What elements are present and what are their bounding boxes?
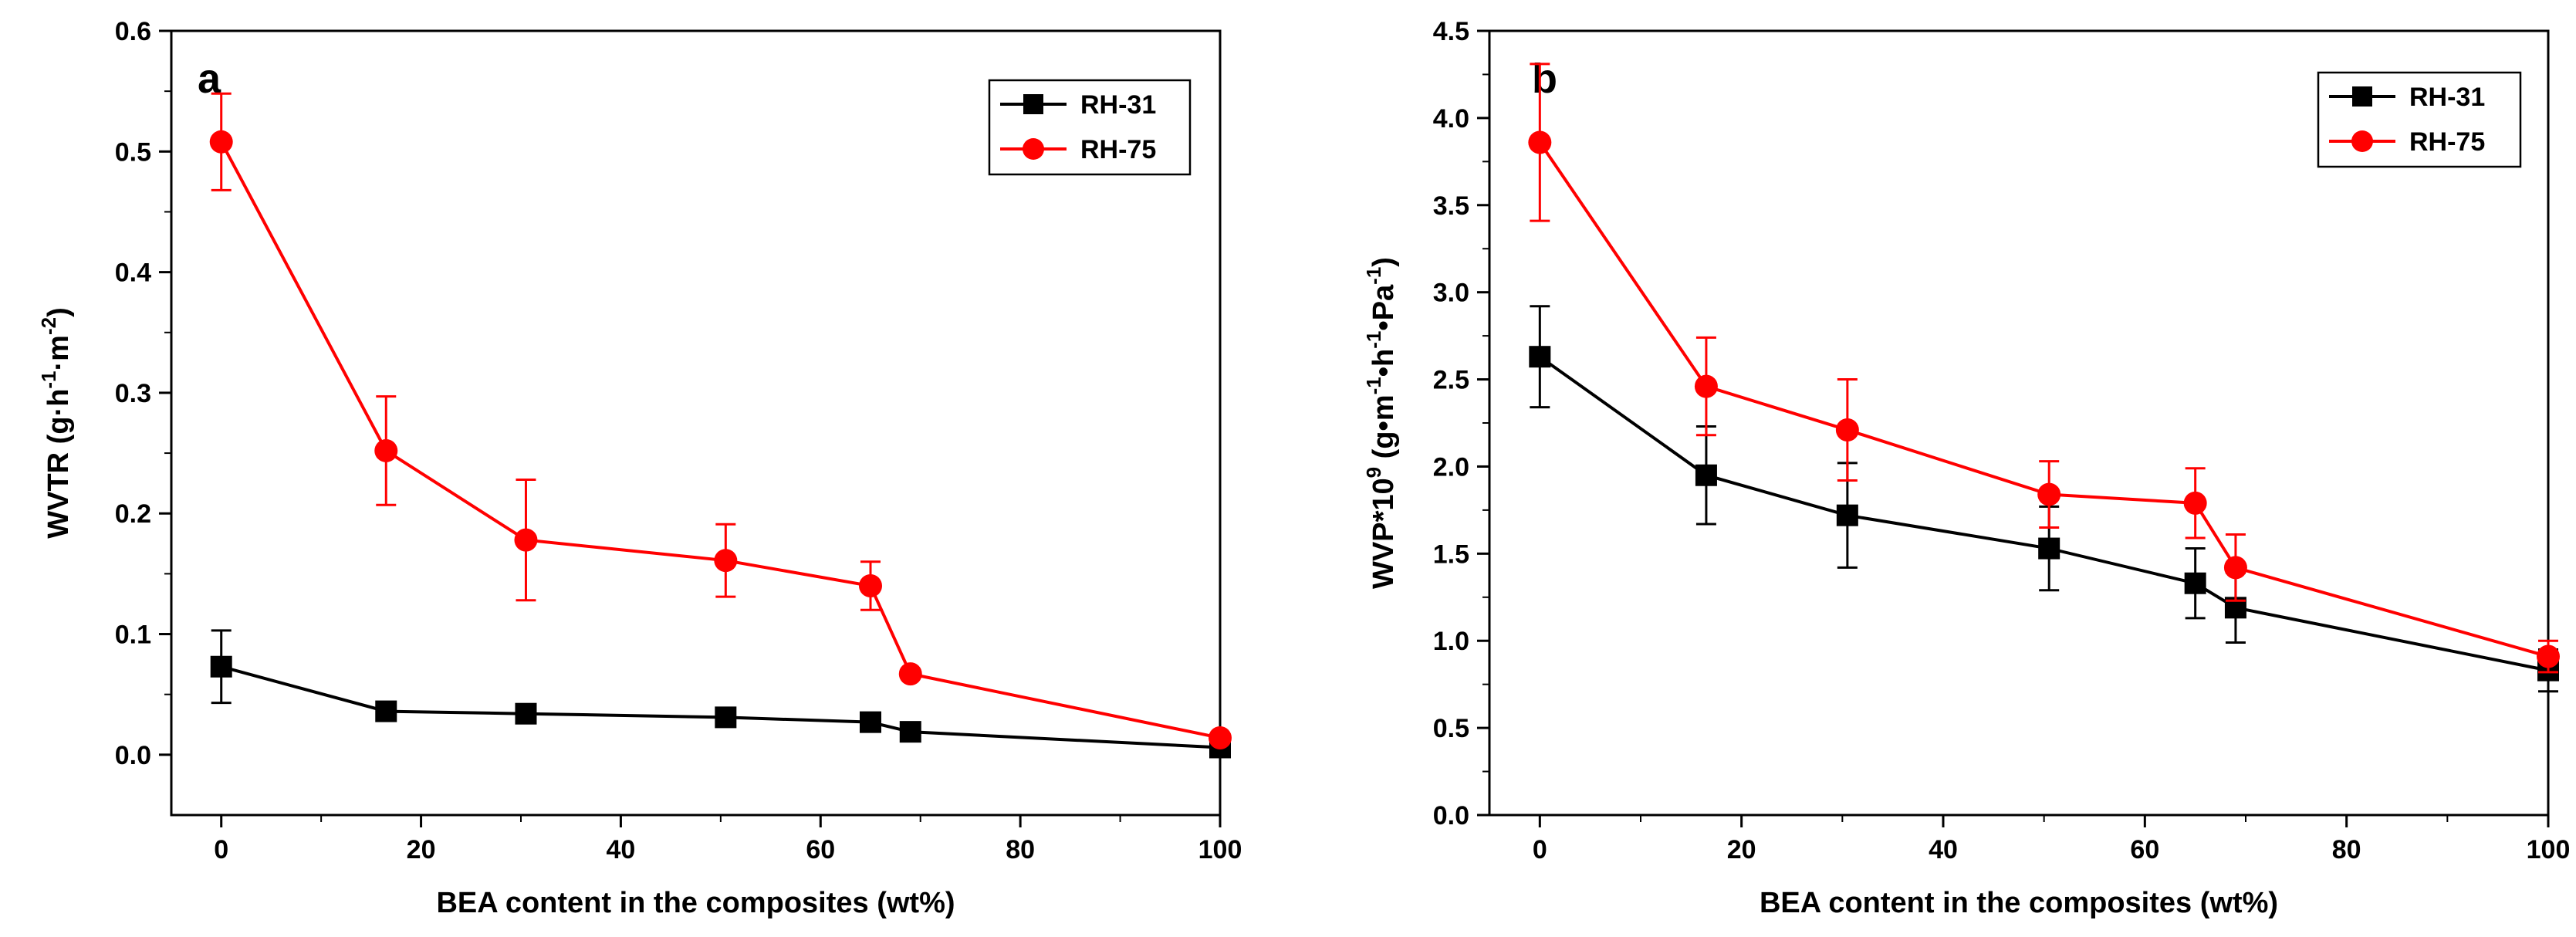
- data-point: [898, 662, 922, 686]
- data-point: [2037, 482, 2061, 506]
- data-point: [375, 700, 397, 722]
- y-tick-label: 2.0: [1433, 452, 1469, 482]
- y-axis-title-part: •h: [1367, 349, 1400, 377]
- series-line: [1538, 141, 2549, 658]
- x-axis-title: BEA content in the composites (wt%): [1760, 887, 2278, 919]
- data-point: [1695, 464, 1717, 486]
- data-point: [860, 711, 881, 733]
- x-tick-label: 60: [2130, 835, 2159, 864]
- y-axis-title-part: ): [42, 307, 75, 317]
- legend-marker: [2352, 86, 2372, 107]
- data-point: [1836, 504, 1858, 526]
- y-axis-title-superscript: -2: [37, 317, 60, 335]
- x-tick-label: 20: [407, 835, 436, 864]
- y-tick-label: 0.0: [1433, 801, 1469, 830]
- data-point: [899, 721, 921, 743]
- x-tick-label: 40: [607, 835, 636, 864]
- y-axis-title-superscript: -1: [1362, 377, 1385, 394]
- x-tick-label: 20: [1727, 835, 1756, 864]
- legend-box: [988, 79, 1192, 176]
- legend-box: [2317, 71, 2522, 168]
- y-axis-title: WVP*109 (g•m-1•h-1•Pa-1): [1362, 257, 1400, 589]
- legend-label: RH-75: [2409, 127, 2485, 157]
- y-axis-title-superscript: -1: [37, 370, 60, 388]
- legend: RH-31 RH-75: [988, 79, 1192, 176]
- series-line: [219, 140, 1221, 739]
- panel-letter: a: [198, 56, 221, 102]
- y-tick-label: 2.5: [1433, 366, 1469, 395]
- legend: RH-31 RH-75: [2317, 71, 2522, 168]
- data-point: [2184, 572, 2206, 594]
- y-tick-label: 0.3: [115, 379, 151, 408]
- x-tick-label: 100: [1198, 835, 1242, 864]
- data-point: [1694, 374, 1718, 398]
- legend-label: RH-31: [1080, 90, 1156, 120]
- legend-marker: [1023, 138, 1044, 160]
- legend-marker: [2351, 130, 2373, 152]
- y-axis-title-superscript: -1: [1362, 267, 1385, 285]
- x-tick-label: 40: [1929, 835, 1958, 864]
- series-rh-75: [209, 92, 1232, 749]
- y-axis-title-superscript: -1: [1362, 331, 1385, 349]
- y-axis-title-part: WVTR (g·h: [42, 389, 75, 539]
- x-tick-label: 0: [1533, 835, 1547, 864]
- series-line: [1539, 355, 2549, 672]
- data-point: [514, 528, 538, 552]
- data-point: [2183, 491, 2207, 515]
- y-tick-label: 4.0: [1433, 104, 1469, 134]
- x-tick-label: 0: [214, 835, 228, 864]
- legend-label: RH-31: [2409, 83, 2485, 112]
- y-tick-label: 0.5: [115, 137, 151, 167]
- y-tick-label: 0.5: [1433, 714, 1469, 743]
- data-point: [715, 706, 737, 729]
- data-point: [2223, 556, 2247, 580]
- series-rh-31: [210, 629, 1231, 759]
- y-axis-title-part: ·m: [42, 335, 75, 370]
- y-axis-title-part: •Pa: [1367, 284, 1400, 331]
- data-point: [1835, 418, 1859, 442]
- x-tick-label: 60: [806, 835, 835, 864]
- x-tick-label: 80: [2332, 835, 2361, 864]
- data-point: [374, 438, 398, 462]
- series-rh-75: [1528, 63, 2560, 674]
- data-point: [1209, 726, 1232, 749]
- x-tick-label: 80: [1006, 835, 1035, 864]
- plot-frame: [170, 29, 1222, 817]
- y-axis-title-part: (g•m: [1367, 394, 1400, 467]
- data-point: [714, 549, 738, 573]
- y-tick-label: 0.1: [115, 621, 151, 650]
- y-axis-title-part: WVP*10: [1367, 478, 1400, 589]
- y-tick-label: 4.5: [1433, 17, 1469, 46]
- x-axis-title: BEA content in the composites (wt%): [436, 887, 955, 919]
- data-point: [1529, 346, 1551, 368]
- y-tick-label: 0.4: [115, 259, 151, 288]
- y-axis-title-part: ): [1367, 257, 1400, 267]
- panel-a: 0 20 40 60 80 100 0.0 0.1 0.2 0.3 0.4 0.5 0.6 a BEA co…: [37, 17, 1242, 919]
- y-tick-label: 0.2: [115, 499, 151, 529]
- y-tick-label: 0.0: [115, 741, 151, 770]
- y-axis-title: WVTR (g·h-1·m-2): [37, 307, 75, 539]
- data-point: [210, 655, 232, 678]
- x-tick-label: 100: [2527, 835, 2571, 864]
- y-tick-label: 3.0: [1433, 279, 1469, 308]
- data-point: [209, 130, 233, 154]
- legend-marker: [1023, 94, 1043, 114]
- data-point: [515, 702, 537, 725]
- y-axis-title-superscript: 9: [1362, 467, 1385, 478]
- legend-label: RH-75: [1080, 135, 1156, 164]
- y-tick-label: 3.5: [1433, 191, 1469, 221]
- panel-letter: b: [1532, 56, 1557, 102]
- y-tick-label: 0.6: [115, 17, 151, 46]
- data-point: [1528, 130, 1552, 154]
- data-point: [2537, 644, 2560, 668]
- data-point: [2038, 537, 2060, 560]
- data-point: [859, 574, 882, 598]
- y-tick-label: 1.0: [1433, 627, 1469, 656]
- panel-b: 0 20 40 60 80 100 0.0 0.5 1.0 1.5 2.0 2.5 3.0 3.5 4.0 4…: [1362, 17, 2570, 919]
- y-tick-label: 1.5: [1433, 540, 1469, 569]
